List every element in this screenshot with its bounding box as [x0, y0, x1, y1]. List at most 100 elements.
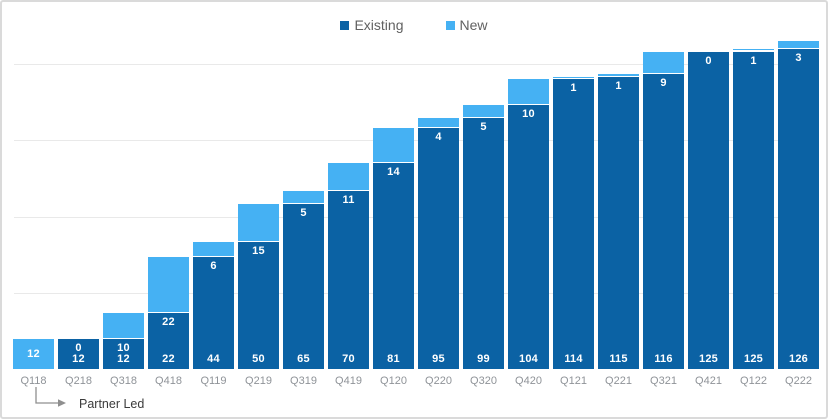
new-value-label-Q318: 10: [117, 341, 130, 354]
bar-group-Q218: 0 12 Q218: [58, 2, 99, 417]
new-swatch-icon: [445, 20, 455, 30]
x-axis-label-Q319: Q319: [290, 375, 317, 387]
bar-segment-new-Q319[interactable]: [283, 191, 324, 204]
x-axis-label-Q218: Q218: [65, 375, 92, 387]
existing-value-label-Q319: 65: [297, 353, 310, 365]
bar-segment-existing-Q319[interactable]: [283, 203, 324, 369]
legend: Existing New: [2, 17, 826, 33]
bar-segment-new-Q121[interactable]: [553, 76, 594, 80]
existing-value-label-Q419: 70: [342, 353, 355, 365]
gridline-90: [14, 140, 814, 141]
partner-led-label: Partner Led: [79, 397, 145, 411]
x-axis-label-Q421: Q421: [695, 375, 722, 387]
bar-group-Q220: 4 95 Q220: [418, 2, 459, 417]
new-value-label-Q321: 9: [660, 77, 667, 90]
legend-label-new: New: [459, 17, 488, 33]
bar-segment-existing-Q218[interactable]: [58, 338, 99, 369]
new-value-label-Q118: 12: [27, 347, 40, 360]
bar-group-Q420: 10 104 Q420: [508, 2, 549, 417]
bar-segment-new-Q220[interactable]: [418, 117, 459, 128]
new-value-label-Q320: 5: [480, 120, 487, 133]
existing-value-label-Q318: 12: [117, 353, 130, 365]
existing-value-label-Q221: 115: [609, 353, 628, 365]
existing-value-label-Q122: 125: [744, 353, 763, 365]
new-value-label-Q220: 4: [435, 130, 442, 143]
bar-segment-existing-Q122[interactable]: [733, 51, 774, 369]
x-axis-label-Q320: Q320: [470, 375, 497, 387]
existing-value-label-Q320: 99: [477, 353, 490, 365]
bar-segment-existing-Q119[interactable]: [193, 257, 234, 369]
bar-segment-existing-Q418[interactable]: [148, 313, 189, 369]
new-value-label-Q121: 1: [570, 82, 577, 95]
bar-segment-existing-Q318[interactable]: [103, 338, 144, 369]
bar-segment-new-Q320[interactable]: [463, 104, 504, 118]
bar-group-Q318: 10 12 Q318: [103, 2, 144, 417]
x-axis-label-Q122: Q122: [740, 375, 767, 387]
new-value-label-Q219: 15: [252, 245, 265, 257]
x-axis-label-Q219: Q219: [245, 375, 272, 387]
bar-segment-new-Q419[interactable]: [328, 163, 369, 192]
existing-value-label-Q220: 95: [432, 353, 445, 365]
existing-value-label-Q218: 12: [72, 353, 85, 365]
new-value-label-Q218: 0: [75, 341, 82, 354]
new-value-label-Q122: 1: [750, 54, 757, 67]
bar-segment-existing-Q222[interactable]: [778, 48, 819, 369]
bar-segment-new-Q222[interactable]: [778, 41, 819, 49]
existing-value-label-Q421: 125: [699, 353, 718, 365]
x-axis-label-Q220: Q220: [425, 375, 452, 387]
bar-group-Q118: 12 Q118: [13, 2, 54, 417]
new-value-label-Q222: 3: [795, 51, 802, 64]
bar-segment-existing-Q421[interactable]: [688, 51, 729, 369]
bar-segment-new-Q221[interactable]: [598, 74, 639, 77]
gridline-30: [14, 293, 814, 294]
bar-group-Q120: 14 81 Q120: [373, 2, 414, 417]
existing-value-label-Q222: 126: [789, 353, 808, 365]
bar-segment-existing-Q121[interactable]: [553, 79, 594, 369]
bar-group-Q319: 5 65 Q319: [283, 2, 324, 417]
bar-segment-new-Q118[interactable]: [13, 338, 54, 369]
gridline-120: [14, 64, 814, 65]
bar-segment-existing-Q420[interactable]: [508, 104, 549, 369]
bar-group-Q222: 3 126 Q222: [778, 2, 819, 417]
bar-segment-new-Q321[interactable]: [643, 51, 684, 75]
bar-group-Q219: 15 50 Q219: [238, 2, 279, 417]
bar-segment-existing-Q320[interactable]: [463, 117, 504, 369]
x-axis-label-Q119: Q119: [200, 375, 227, 387]
bar-group-Q418: 22 22 Q418: [148, 2, 189, 417]
bar-segment-new-Q119[interactable]: [193, 242, 234, 258]
existing-value-label-Q418: 22: [162, 353, 175, 365]
bar-segment-new-Q120[interactable]: [373, 127, 414, 164]
x-axis-label-Q120: Q120: [380, 375, 407, 387]
legend-item-new[interactable]: New: [445, 17, 488, 33]
existing-value-label-Q219: 50: [252, 353, 265, 365]
bar-group-Q122: 1 125 Q122: [733, 2, 774, 417]
bar-segment-new-Q219[interactable]: [238, 203, 279, 242]
bar-segment-new-Q418[interactable]: [148, 257, 189, 314]
partner-led-arrow-icon: [35, 387, 66, 407]
bar-segment-existing-Q219[interactable]: [238, 242, 279, 369]
bar-group-Q121: 1 114 Q121: [553, 2, 594, 417]
bar-segment-existing-Q120[interactable]: [373, 163, 414, 369]
new-value-label-Q221: 1: [615, 79, 622, 92]
legend-label-existing: Existing: [354, 17, 404, 33]
legend-item-existing[interactable]: Existing: [340, 17, 404, 33]
existing-value-label-Q119: 44: [207, 353, 220, 365]
new-value-label-Q319: 5: [300, 206, 307, 219]
bar-segment-existing-Q220[interactable]: [418, 127, 459, 369]
new-value-label-Q418: 22: [162, 316, 175, 329]
bar-segment-new-Q318[interactable]: [103, 313, 144, 339]
bar-segment-new-Q420[interactable]: [508, 79, 549, 105]
bar-segment-existing-Q419[interactable]: [328, 191, 369, 369]
bar-segment-existing-Q221[interactable]: [598, 76, 639, 369]
bar-group-Q321: 9 116 Q321: [643, 2, 684, 417]
x-axis-label-Q321: Q321: [650, 375, 677, 387]
x-axis-label-Q418: Q418: [155, 375, 182, 387]
bar-segment-new-Q122[interactable]: [733, 48, 774, 52]
gridline-60: [14, 217, 814, 218]
bar-segment-existing-Q321[interactable]: [643, 74, 684, 369]
new-value-label-Q120: 14: [387, 166, 400, 179]
x-axis-label-Q420: Q420: [515, 375, 542, 387]
bar-group-Q419: 11 70 Q419: [328, 2, 369, 417]
